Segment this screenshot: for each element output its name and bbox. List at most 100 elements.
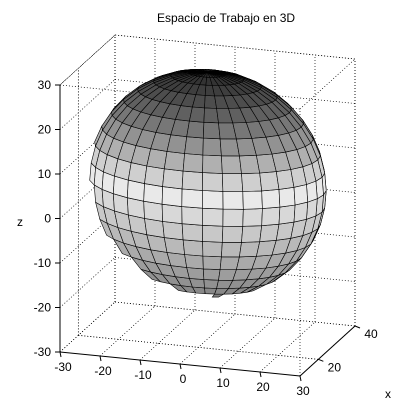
grid-line <box>59 257 116 308</box>
box-edge <box>59 34 116 86</box>
ellipsoid-surface <box>89 68 327 298</box>
x-tick <box>259 371 262 378</box>
grid-line <box>59 212 116 264</box>
surface-patch <box>241 172 263 192</box>
surface-patch <box>146 148 168 170</box>
z-tick-label: -20 <box>34 301 52 315</box>
surface-patch <box>202 241 223 258</box>
z-tick-label: 20 <box>38 123 52 137</box>
z-tick-label: 30 <box>38 78 52 92</box>
x-tick-label: 20 <box>256 380 270 394</box>
surface-patch <box>184 254 204 270</box>
y-tick <box>318 358 324 362</box>
surface-patch <box>202 190 224 210</box>
surface-patch <box>181 206 203 226</box>
grid-line <box>259 321 316 373</box>
surface-patch <box>189 106 205 123</box>
surface-patch <box>184 136 204 156</box>
axis-ticks: -30 -20 -10 0 10 20 30 20 40 -30 -20 -10 0 10 20 30 <box>34 78 378 398</box>
surface-patch <box>242 208 263 227</box>
surface-patch <box>127 162 148 184</box>
grid-line <box>59 168 116 219</box>
surface-patch <box>242 190 263 210</box>
surface-patch <box>166 134 188 154</box>
x-tick-label: -30 <box>54 360 72 374</box>
y-tick-label: 40 <box>364 327 378 341</box>
surface-patch <box>181 223 203 242</box>
surface-patch <box>241 225 263 243</box>
surface-patch <box>162 221 184 241</box>
surface-patch <box>144 165 165 187</box>
surface-patch <box>222 191 244 210</box>
surface-patch <box>293 184 309 206</box>
surface-patch <box>221 155 242 174</box>
x-tick <box>179 363 182 370</box>
x-tick <box>139 359 142 366</box>
surface-patch <box>163 151 185 172</box>
x-tick-label: 10 <box>216 376 230 390</box>
surface-patch <box>202 172 224 192</box>
surface-patch <box>202 137 222 157</box>
surface-patch <box>259 171 280 192</box>
surface-patch <box>219 256 240 271</box>
surface-patch <box>202 154 223 174</box>
x-tick-label: -20 <box>94 364 112 378</box>
surface-patch <box>202 268 221 281</box>
surface-patch <box>143 200 163 222</box>
y-axis <box>299 325 356 377</box>
surface-patch <box>161 203 183 225</box>
surface-patch <box>202 224 224 243</box>
surface-patch <box>211 293 225 298</box>
z-tick-label: -10 <box>34 256 52 270</box>
x-tick <box>59 351 62 358</box>
surface-patch <box>202 121 221 140</box>
surface-patch <box>259 223 280 243</box>
surface-patch <box>186 120 205 139</box>
surface-patch <box>261 206 281 227</box>
grid-line <box>114 301 356 327</box>
surface-patch <box>143 183 163 205</box>
grid-line <box>179 313 236 365</box>
x-tick-label: 0 <box>180 372 187 386</box>
surface-patch <box>221 241 242 258</box>
surface-patch <box>203 107 219 124</box>
x-tick <box>99 355 102 362</box>
surface-patch <box>202 207 224 227</box>
surface-patch <box>202 255 222 270</box>
surface-patch <box>182 239 204 257</box>
surface-patch <box>219 138 240 157</box>
grid-line <box>59 301 116 353</box>
surface-patch <box>293 201 309 223</box>
z-tick-label: 10 <box>38 167 52 181</box>
y-tick-label: 20 <box>328 360 342 374</box>
box-edge <box>299 58 356 110</box>
x-axis-label: x <box>385 387 391 401</box>
z-tick-label: 0 <box>44 212 51 226</box>
box-edge <box>114 34 356 60</box>
surface-patch <box>162 168 184 190</box>
x-tick-label: -10 <box>134 368 152 382</box>
surface-patch <box>163 237 185 255</box>
surface-patch <box>182 153 204 173</box>
grid-line <box>99 305 156 357</box>
surface-patch <box>221 173 244 192</box>
grid-line <box>59 34 116 86</box>
z-tick-label: -30 <box>34 345 52 359</box>
grid-line <box>59 79 116 130</box>
surface-patch <box>277 132 298 153</box>
x-tick-label: 30 <box>296 384 310 398</box>
grid-line <box>139 309 196 361</box>
surface-patch <box>306 180 318 203</box>
y-tick <box>354 325 361 329</box>
surface-patch <box>261 189 281 209</box>
surface-patch <box>181 170 203 191</box>
grid-line <box>78 334 319 360</box>
grid-line <box>59 123 116 175</box>
surface-patch <box>278 186 296 208</box>
x-tick <box>299 375 302 382</box>
chart-title: Espacio de Trabajo en 3D <box>157 11 295 25</box>
surface-patch <box>181 188 203 209</box>
surface-patch <box>221 225 244 243</box>
surface-patch <box>203 279 219 289</box>
